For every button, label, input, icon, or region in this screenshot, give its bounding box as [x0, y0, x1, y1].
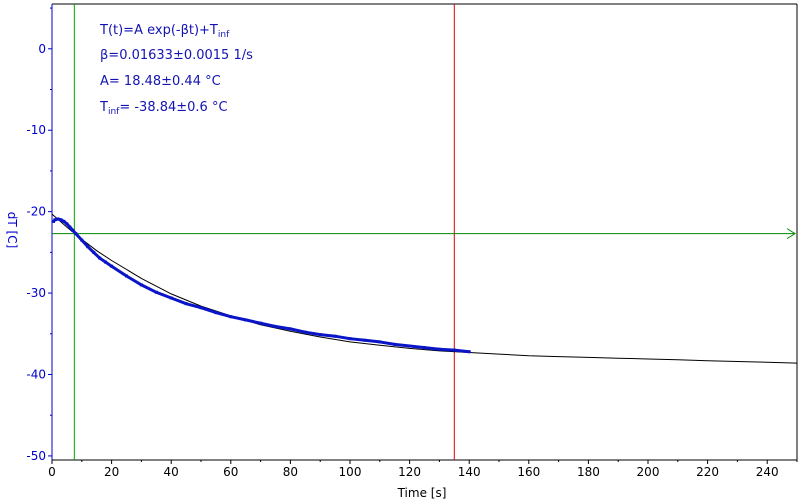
plot-frame	[51, 3, 798, 461]
x-tick-label: 0	[48, 465, 56, 479]
x-tick-label: 220	[696, 465, 719, 479]
measured-point	[199, 306, 203, 310]
y-axis: 0 -10 -20 -30 -40 -50	[26, 7, 52, 463]
x-tick-label: 160	[517, 465, 540, 479]
x-axis-title: Time [s]	[397, 486, 447, 500]
beta-text: β=0.01633±0.0015 1/s	[100, 48, 253, 63]
measured-point	[59, 218, 63, 222]
x-tick-label: 40	[164, 465, 179, 479]
measured-point	[62, 219, 66, 223]
x-axis: 0 20 40 60 80 100 120 140 160 180 200 220 240	[48, 460, 798, 479]
measured-point	[80, 238, 84, 242]
measured-point	[244, 318, 248, 322]
measured-point	[378, 340, 382, 344]
measured-point	[288, 327, 292, 331]
formula-text: T(t)=A exp(-βt)+Tinf	[99, 23, 230, 40]
measured-point	[169, 296, 173, 300]
measured-point	[98, 256, 102, 260]
measured-point	[139, 283, 143, 287]
x-tick-label: 100	[339, 465, 362, 479]
cursor-arrow-icon[interactable]	[786, 228, 796, 240]
measured-point	[408, 344, 412, 348]
y-tick-label: 0	[38, 42, 46, 56]
measured-point	[56, 217, 60, 221]
measured-point	[333, 334, 337, 338]
measured-point	[154, 290, 158, 294]
y-tick-label: -10	[26, 123, 46, 137]
measured-point	[68, 225, 72, 229]
measured-point	[259, 321, 263, 325]
measured-point	[86, 245, 90, 249]
measured-point	[71, 228, 75, 232]
x-tick-label: 60	[223, 465, 238, 479]
measured-point	[110, 264, 114, 268]
y-axis-title: dT [C]	[5, 212, 19, 249]
measured-series	[51, 217, 471, 354]
measured-point	[229, 315, 233, 319]
measured-point	[303, 330, 307, 334]
measured-point	[104, 260, 108, 264]
measured-point	[393, 342, 397, 346]
x-tick-label: 240	[756, 465, 779, 479]
x-tick-label: 120	[398, 465, 421, 479]
y-tick-label: -20	[26, 205, 46, 219]
measured-line	[52, 217, 470, 354]
measured-point	[74, 232, 78, 236]
tinf-text: Tinf= -38.84±0.6 °C	[99, 100, 228, 117]
measured-point	[125, 274, 128, 278]
measured-point	[51, 219, 55, 223]
cursor-lines[interactable]	[52, 4, 796, 460]
y-tick-label: -50	[26, 449, 46, 463]
measured-point	[274, 324, 277, 328]
fit-series	[51, 213, 798, 364]
measured-point	[467, 350, 471, 354]
fit-annotation: T(t)=A exp(-βt)+Tinf β=0.01633±0.0015 1/…	[99, 23, 253, 117]
measured-point	[53, 218, 57, 222]
x-tick-label: 200	[637, 465, 660, 479]
measured-point	[437, 347, 441, 351]
fit-line	[51, 213, 798, 364]
measured-point	[65, 222, 69, 226]
measured-point	[423, 346, 426, 350]
measured-point	[348, 337, 352, 341]
x-tick-label: 20	[104, 465, 119, 479]
measured-point	[452, 348, 456, 352]
x-tick-label: 140	[458, 465, 481, 479]
measured-point	[214, 311, 218, 315]
y-tick-label: -40	[26, 368, 46, 382]
x-tick-label: 180	[577, 465, 600, 479]
measured-point	[363, 338, 367, 342]
measured-point	[92, 250, 96, 254]
y-tick-label: -30	[26, 286, 46, 300]
x-tick-label: 80	[283, 465, 298, 479]
measured-point	[184, 302, 188, 306]
measured-point	[318, 333, 322, 337]
amplitude-text: A= 18.48±0.44 °C	[100, 74, 221, 89]
